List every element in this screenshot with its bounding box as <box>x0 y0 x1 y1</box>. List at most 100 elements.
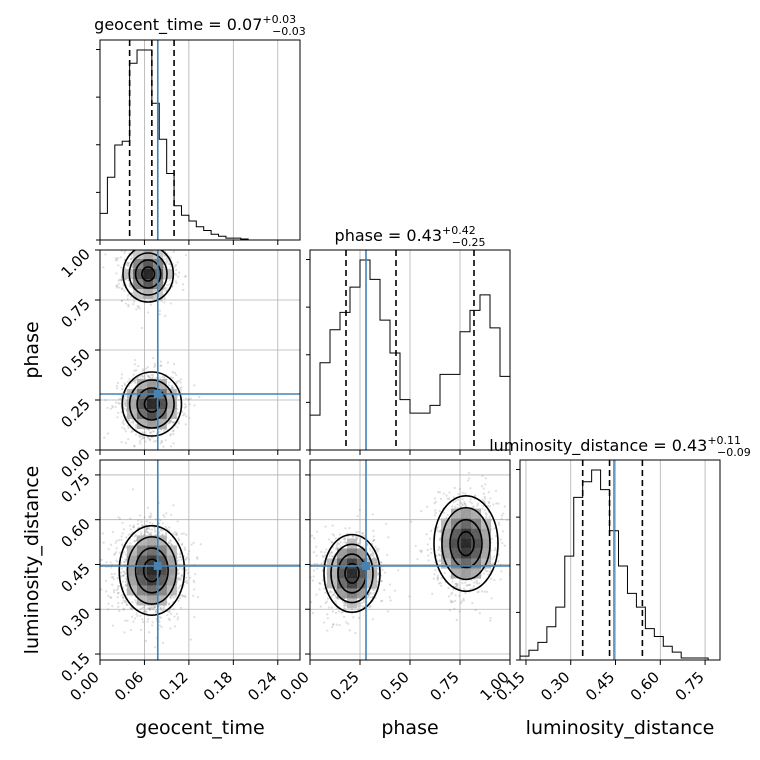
sample-point <box>114 259 118 262</box>
sample-point <box>132 526 136 529</box>
sample-point <box>121 596 124 599</box>
sample-point <box>348 527 351 530</box>
sample-point <box>120 278 123 281</box>
sample-point <box>141 435 144 438</box>
sample-point <box>372 539 375 543</box>
density-cell <box>156 555 167 566</box>
sample-point <box>150 247 152 249</box>
sample-point <box>319 582 322 585</box>
sample-point <box>166 258 169 262</box>
sample-point <box>145 520 148 523</box>
sample-point <box>179 594 183 597</box>
sample-point <box>141 376 144 379</box>
sample-point <box>119 551 122 554</box>
sample-point <box>120 278 123 282</box>
sample-point <box>150 377 154 380</box>
sample-point <box>167 617 170 620</box>
sample-point <box>340 611 343 614</box>
sample-point <box>112 591 116 594</box>
sample-point <box>129 295 133 299</box>
sample-point <box>147 631 151 634</box>
density-cell <box>136 419 147 429</box>
sample-point <box>373 588 376 591</box>
sample-point <box>334 611 338 614</box>
sample-point <box>148 527 151 531</box>
density-cell <box>156 419 167 429</box>
sample-point <box>141 247 143 249</box>
sample-point <box>327 538 331 541</box>
sample-point <box>111 604 114 608</box>
sample-point <box>315 554 318 557</box>
density-cell <box>156 379 167 389</box>
density-cell <box>136 575 147 586</box>
sample-point <box>151 374 154 377</box>
sample-point <box>331 524 334 527</box>
sample-point <box>178 597 181 600</box>
sample-point <box>368 606 371 609</box>
sample-point <box>355 531 358 534</box>
sample-point <box>130 256 134 259</box>
sample-point <box>164 439 167 442</box>
sample-point <box>131 488 135 491</box>
sample-point <box>129 258 133 261</box>
sample-point <box>377 548 380 551</box>
sample-point <box>485 516 488 519</box>
sample-point <box>176 562 179 565</box>
sample-point <box>120 567 124 570</box>
contour-line <box>136 387 168 421</box>
sample-point <box>122 560 125 564</box>
sample-point <box>345 621 348 624</box>
sample-point <box>126 603 129 607</box>
sample-point <box>154 646 157 649</box>
sample-point <box>344 538 347 541</box>
sample-point <box>167 422 171 425</box>
sample-point <box>126 380 129 383</box>
sample-point <box>371 596 374 599</box>
density-cell <box>143 259 154 269</box>
sample-point <box>172 429 175 432</box>
sample-point <box>184 423 187 426</box>
sample-point <box>164 533 168 536</box>
sample-point <box>175 373 178 377</box>
sample-point <box>127 419 131 422</box>
sample-point <box>188 403 191 406</box>
sample-point <box>196 596 200 599</box>
sample-point <box>171 246 173 248</box>
sample-point <box>171 386 174 389</box>
sample-point <box>376 574 379 577</box>
contour-line <box>128 379 175 429</box>
sample-point <box>136 365 140 368</box>
sample-point <box>334 594 337 597</box>
sample-point <box>102 266 105 269</box>
sample-point <box>182 532 185 535</box>
sample-point <box>148 439 151 442</box>
sample-point <box>150 373 153 376</box>
sample-point <box>142 241 144 243</box>
sample-point <box>141 431 144 434</box>
sample-point <box>159 360 162 363</box>
sample-point <box>164 525 167 529</box>
density-cell <box>143 279 154 289</box>
sample-point <box>116 592 120 595</box>
sample-point <box>106 406 109 410</box>
sample-point <box>193 404 196 407</box>
sample-point <box>136 305 139 308</box>
sample-point <box>179 387 182 390</box>
sample-point <box>370 592 373 595</box>
sample-point <box>326 597 329 600</box>
sample-point <box>124 430 127 433</box>
sample-point <box>126 424 130 427</box>
sample-point <box>152 605 155 608</box>
sample-point <box>315 530 319 533</box>
density-cell <box>136 545 147 556</box>
sample-point <box>171 430 175 433</box>
sample-point <box>124 572 128 575</box>
density-cell <box>123 269 134 279</box>
sample-point <box>139 607 142 610</box>
sample-point <box>132 421 135 424</box>
sample-point <box>116 596 119 599</box>
sample-point <box>170 385 173 388</box>
sample-point <box>166 422 169 425</box>
sample-point <box>133 535 137 538</box>
sample-point <box>129 628 133 632</box>
